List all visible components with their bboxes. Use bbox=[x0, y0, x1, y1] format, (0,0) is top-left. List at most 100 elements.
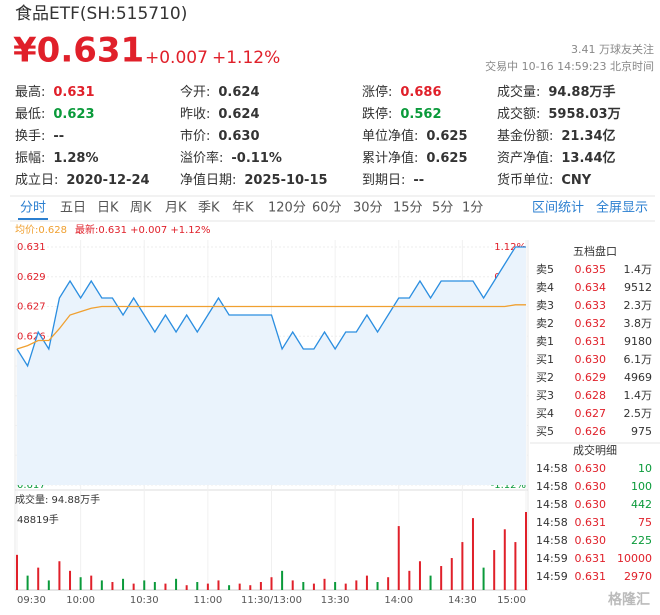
volume-bar bbox=[323, 578, 326, 590]
trade-price: 0.630 bbox=[575, 462, 607, 475]
volume-bar bbox=[111, 582, 114, 590]
stat: 净值日期: 2025-10-15 bbox=[180, 172, 328, 188]
change-pct: +1.12% bbox=[212, 48, 280, 68]
stat: 换手: -- bbox=[15, 129, 64, 144]
volume-bar bbox=[397, 526, 400, 590]
price: ¥0.631 bbox=[13, 31, 144, 71]
x-tick-label: 11:00 bbox=[193, 595, 222, 606]
volume-bar bbox=[376, 582, 379, 590]
tab[interactable]: 季K bbox=[198, 201, 220, 216]
y-tick-label: 0.631 bbox=[17, 242, 46, 253]
stat: 资产净值: 13.44亿 bbox=[497, 150, 616, 166]
volume-tick: 48819手 bbox=[17, 513, 59, 526]
stat-value: 13.44亿 bbox=[561, 150, 615, 166]
stat-label: 成交量: bbox=[497, 84, 540, 100]
stat-value: -0.11% bbox=[231, 151, 282, 166]
tab[interactable]: 日K bbox=[97, 201, 119, 216]
volume-bar bbox=[37, 567, 40, 590]
stat: 今开: 0.624 bbox=[180, 84, 260, 100]
ob-volume: 975 bbox=[631, 425, 652, 438]
stat-value: 5958.03万 bbox=[548, 107, 620, 122]
trade-volume: 10 bbox=[638, 462, 652, 475]
tab[interactable]: 30分 bbox=[353, 201, 383, 216]
tab[interactable]: 周K bbox=[130, 201, 152, 216]
stat-value: 0.630 bbox=[218, 129, 259, 144]
ob-price: 0.626 bbox=[575, 425, 607, 438]
stat-label: 货币单位: bbox=[497, 172, 553, 188]
stat: 到期日: -- bbox=[362, 173, 424, 188]
x-tick-label: 11:30/13:00 bbox=[241, 595, 302, 606]
ob-price: 0.631 bbox=[575, 335, 607, 348]
trade-time: 14:58 bbox=[536, 462, 568, 475]
volume-bar bbox=[217, 580, 220, 590]
volume-bar bbox=[58, 561, 61, 590]
stat-value: 0.623 bbox=[53, 107, 94, 122]
title: 食品ETF(SH:515710) bbox=[15, 4, 187, 24]
stat-label: 涨停: bbox=[362, 84, 392, 100]
x-tick-label: 14:30 bbox=[448, 595, 477, 606]
stat-value: 21.34亿 bbox=[561, 128, 615, 144]
ob-volume: 9512 bbox=[624, 281, 652, 294]
tab[interactable]: 5分 bbox=[432, 201, 453, 216]
stat: 溢价率: -0.11% bbox=[180, 150, 282, 166]
ob-price: 0.632 bbox=[575, 317, 607, 330]
ob-side: 买5 bbox=[536, 425, 554, 438]
volume-bar bbox=[334, 582, 337, 590]
stat: 昨收: 0.624 bbox=[180, 107, 260, 122]
ob-side: 买4 bbox=[536, 407, 554, 420]
x-tick-label: 10:30 bbox=[130, 595, 159, 606]
stat: 累计净值: 0.625 bbox=[362, 150, 468, 166]
tab[interactable]: 120分 bbox=[268, 201, 306, 216]
panel-title: 成交明细 bbox=[573, 443, 617, 457]
ob-price: 0.633 bbox=[575, 299, 607, 312]
tab[interactable]: 月K bbox=[165, 201, 187, 216]
tab[interactable]: 五日 bbox=[60, 201, 86, 216]
stat-label: 成立日: bbox=[15, 173, 58, 188]
trade-price: 0.630 bbox=[575, 498, 607, 511]
y-tick-label: 0.627 bbox=[17, 302, 46, 313]
stat: 成立日: 2020-12-24 bbox=[15, 173, 150, 188]
trade-time: 14:58 bbox=[536, 516, 568, 529]
volume-bar bbox=[440, 566, 443, 590]
tool[interactable]: 全屏显示 bbox=[596, 200, 648, 216]
stat-value: -- bbox=[53, 129, 64, 144]
tab[interactable]: 60分 bbox=[312, 201, 342, 216]
tab[interactable]: 1分 bbox=[462, 201, 483, 216]
stat-label: 振幅: bbox=[15, 151, 45, 166]
trade-price: 0.630 bbox=[575, 534, 607, 547]
volume-bar bbox=[100, 580, 103, 590]
ob-volume: 2.3万 bbox=[624, 299, 653, 312]
stat-label: 今开: bbox=[180, 84, 210, 100]
stat-label: 基金份额: bbox=[497, 128, 553, 144]
tab[interactable]: 分时 bbox=[20, 201, 46, 216]
stat: 涨停: 0.686 bbox=[362, 84, 442, 100]
volume-bar bbox=[471, 518, 474, 590]
volume-bar bbox=[196, 582, 199, 590]
ob-side: 买1 bbox=[536, 353, 554, 366]
volume-bar bbox=[281, 570, 284, 590]
volume-bar bbox=[418, 561, 421, 590]
volume-bar bbox=[482, 567, 485, 590]
volume-bar bbox=[493, 550, 496, 590]
stat-value: CNY bbox=[561, 173, 591, 188]
status: 交易中 10-16 14:59:23 北京时间 bbox=[485, 59, 654, 73]
stat: 成交量: 94.88万手 bbox=[497, 84, 616, 100]
ob-volume: 1.4万 bbox=[624, 263, 653, 276]
stat-label: 净值日期: bbox=[180, 172, 236, 188]
trade-volume: 10000 bbox=[617, 552, 652, 565]
tool[interactable]: 区间统计 bbox=[532, 201, 584, 216]
ob-price: 0.629 bbox=[575, 371, 607, 384]
volume-bar bbox=[344, 583, 347, 590]
volume-bar bbox=[132, 583, 135, 590]
volume-label: 成交量: 94.88万手 bbox=[15, 493, 100, 506]
tab[interactable]: 年K bbox=[232, 201, 254, 216]
stat: 市价: 0.630 bbox=[180, 128, 260, 144]
trade-time: 14:58 bbox=[536, 498, 568, 511]
volume-bar bbox=[238, 583, 241, 590]
volume-bar bbox=[143, 580, 146, 590]
volume-bar bbox=[16, 554, 18, 590]
volume-bar bbox=[69, 570, 72, 590]
tab[interactable]: 15分 bbox=[393, 201, 423, 216]
stat-value: 0.631 bbox=[53, 85, 94, 100]
stat-value: 2020-12-24 bbox=[66, 173, 149, 188]
